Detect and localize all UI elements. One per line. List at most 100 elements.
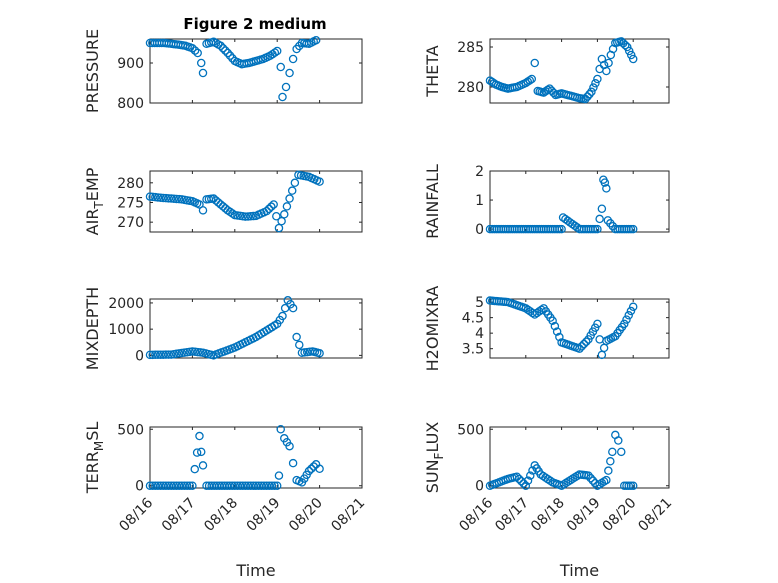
data-point [628, 224, 638, 234]
data-point [188, 481, 197, 490]
y-tick-label: 1 [475, 193, 484, 209]
data-point [521, 481, 531, 490]
y-axis-label: H2OMIXRA [423, 286, 442, 372]
data-point [624, 46, 634, 56]
y-axis-label: RAINFALL [423, 164, 442, 239]
data-point [164, 481, 173, 490]
y-axis-label: MIXDEPTH [83, 287, 102, 370]
data-point [164, 194, 173, 203]
subplot-2: 280 285 THETA [423, 37, 670, 104]
data-point [145, 481, 155, 490]
data-point [622, 42, 632, 52]
data-point [290, 178, 300, 188]
data-point [174, 481, 184, 490]
data-point [295, 340, 304, 350]
data-point [272, 481, 282, 490]
data-point [216, 41, 225, 51]
data-point [158, 481, 168, 490]
data-point [235, 481, 245, 490]
y-tick-label: 2000 [108, 296, 144, 312]
data-point [519, 479, 528, 488]
data-point [172, 481, 181, 490]
data-point [227, 481, 237, 490]
data-point [161, 350, 171, 359]
data-point [614, 436, 623, 445]
data-point [602, 66, 611, 76]
data-point [548, 316, 557, 325]
data-point [530, 58, 540, 68]
x-tick-label: 08/16 [456, 495, 496, 535]
y-axis-label: TERRMSL [83, 422, 106, 495]
data-point [280, 210, 289, 219]
data-point [264, 204, 274, 214]
data-point [282, 202, 292, 211]
data-point [156, 350, 165, 359]
y-tick-label: 285 [457, 40, 484, 56]
y-axis-label: THETA [423, 45, 442, 97]
data-point [288, 303, 298, 313]
data-point [272, 46, 282, 56]
data-point [575, 344, 584, 353]
data-point [537, 305, 546, 315]
data-point [241, 481, 250, 490]
data-point [527, 74, 537, 84]
data-point [190, 464, 200, 474]
data-point [151, 350, 160, 360]
data-point [525, 76, 535, 85]
data-point [262, 481, 271, 490]
data-point [156, 193, 165, 203]
data-point [262, 206, 271, 216]
y-tick-label: 0 [135, 479, 144, 495]
data-point [626, 306, 636, 316]
data-point [156, 481, 165, 490]
data-point [608, 447, 617, 457]
y-axis-label: PRESSURE [83, 29, 102, 113]
subplot-5: 0 1000 2000 MIXDEPTH [83, 287, 363, 370]
data-point [315, 464, 324, 474]
data-point [225, 51, 235, 60]
data-point [620, 319, 629, 329]
data-point [182, 481, 192, 490]
y-tick-label: 500 [457, 422, 484, 438]
y-tick-label: 280 [117, 176, 144, 192]
data-point [591, 79, 600, 88]
x-tick-label: 08/19 [244, 495, 284, 535]
y-tick-label: 4.5 [462, 311, 484, 327]
data-point [555, 332, 564, 342]
data-point [285, 194, 294, 203]
data-point [628, 302, 638, 312]
data-point [276, 425, 285, 434]
y-tick-label: 2 [475, 164, 484, 180]
axes-frame [149, 298, 363, 359]
y-tick-label: 275 [117, 195, 144, 211]
data-point [549, 88, 558, 98]
x-tick-label: 08/17 [492, 495, 532, 535]
data-point [238, 481, 247, 490]
data-point [185, 481, 194, 490]
data-point [158, 193, 168, 203]
data-point [249, 211, 258, 221]
data-point [606, 457, 615, 466]
data-point [228, 209, 237, 218]
data-point [552, 327, 562, 336]
data-point [148, 350, 157, 360]
data-point [622, 315, 631, 324]
subplot-3: 270 275 280 AIRTEMP [83, 167, 363, 235]
y-tick-label: 1000 [108, 322, 144, 338]
data-point [292, 332, 301, 342]
data-point [628, 481, 638, 490]
data-point [597, 204, 607, 214]
data-point [274, 471, 284, 480]
data-point [588, 476, 598, 485]
data-point [233, 481, 242, 490]
subplot-6: 3.544.55 H2OMIXRA [423, 286, 670, 372]
data-point [602, 184, 611, 193]
data-point [267, 481, 277, 490]
data-point [196, 58, 206, 68]
data-point [153, 481, 163, 490]
y-tick-label: 900 [117, 56, 144, 72]
data-point [246, 481, 255, 490]
data-point [174, 194, 184, 204]
data-point [315, 349, 324, 358]
data-point [602, 475, 611, 485]
